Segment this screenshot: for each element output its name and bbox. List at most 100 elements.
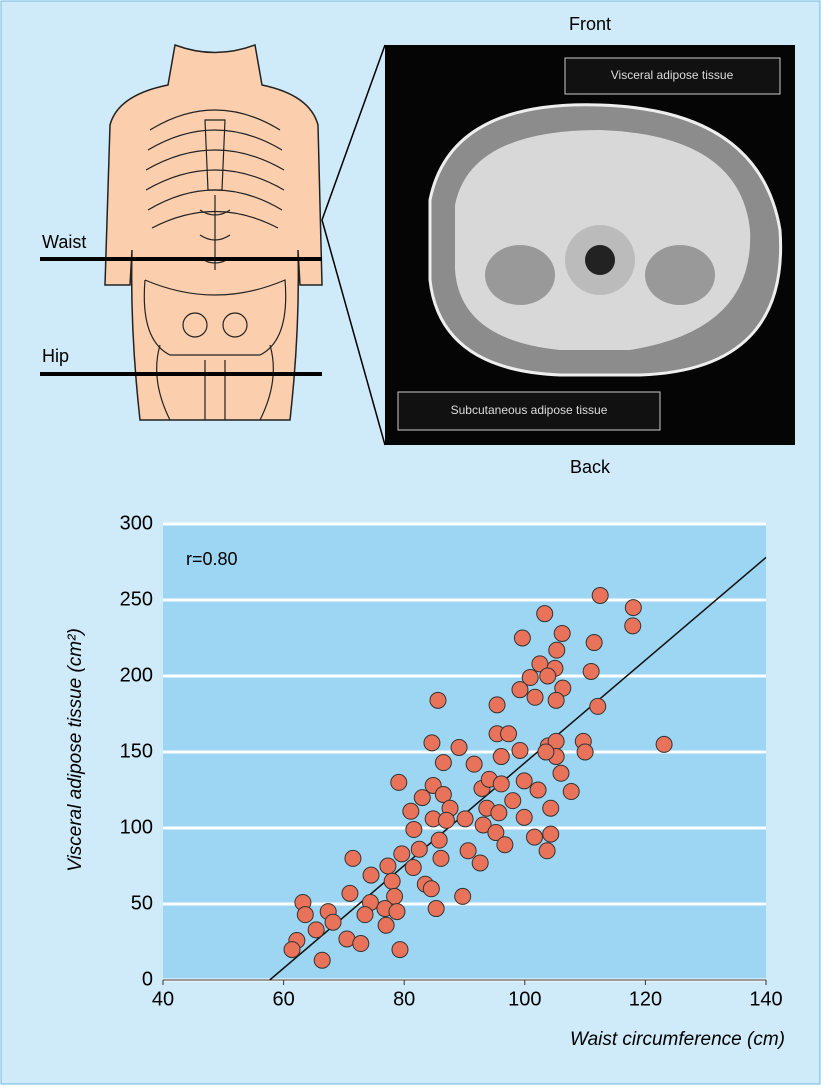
ct-scan bbox=[385, 45, 795, 445]
data-point bbox=[313, 951, 331, 969]
data-point bbox=[356, 906, 374, 924]
data-point bbox=[402, 802, 420, 820]
data-point bbox=[429, 691, 447, 709]
data-point bbox=[542, 825, 560, 843]
data-point bbox=[542, 799, 560, 817]
data-point bbox=[624, 617, 642, 635]
data-point bbox=[341, 884, 359, 902]
data-point bbox=[344, 849, 362, 867]
data-point bbox=[511, 681, 529, 699]
x-axis-label: Waist circumference (cm) bbox=[570, 1029, 785, 1050]
x-tick-label: 100 bbox=[508, 988, 541, 1010]
fit-line bbox=[269, 556, 767, 981]
y-tick-label: 100 bbox=[120, 816, 153, 838]
data-point bbox=[553, 624, 571, 642]
data-point bbox=[390, 773, 408, 791]
data-point bbox=[576, 743, 594, 761]
connector bbox=[321, 219, 386, 446]
data-point bbox=[655, 735, 673, 753]
data-point bbox=[582, 662, 600, 680]
data-point bbox=[496, 836, 514, 854]
body-illustration bbox=[104, 43, 323, 421]
data-point bbox=[513, 629, 531, 647]
y-tick-label: 300 bbox=[120, 512, 153, 534]
data-point bbox=[296, 906, 314, 924]
data-point bbox=[537, 743, 555, 761]
data-point bbox=[488, 696, 506, 714]
data-point bbox=[500, 725, 518, 743]
data-point bbox=[405, 821, 423, 839]
data-point bbox=[492, 748, 510, 766]
data-point bbox=[434, 754, 452, 772]
data-point bbox=[492, 775, 510, 793]
data-point bbox=[526, 688, 544, 706]
back-label: Back bbox=[570, 457, 611, 477]
data-point bbox=[432, 849, 450, 867]
waist-label: Waist bbox=[42, 232, 86, 252]
y-axis-label: Visceral adipose tissue (cm²) bbox=[65, 628, 86, 872]
y-tick-label: 150 bbox=[120, 740, 153, 762]
annotation: r=0.80 bbox=[186, 549, 238, 569]
data-point bbox=[352, 935, 370, 953]
data-point bbox=[459, 842, 477, 860]
data-point bbox=[454, 887, 472, 905]
subcutaneous-label: Subcutaneous adipose tissue bbox=[451, 403, 608, 417]
data-point bbox=[591, 586, 609, 604]
data-point bbox=[391, 941, 409, 959]
hip-label: Hip bbox=[42, 346, 69, 366]
data-point bbox=[487, 824, 505, 842]
data-point bbox=[525, 828, 543, 846]
data-point bbox=[474, 816, 492, 834]
data-point bbox=[538, 842, 556, 860]
scatter-chart: 0 50 100 150 200 250 300 40 60 80 100 120 140 bbox=[120, 512, 783, 1010]
x-tick-label: 40 bbox=[152, 988, 174, 1010]
data-point bbox=[548, 641, 566, 659]
data-point bbox=[383, 872, 401, 890]
data-point bbox=[427, 900, 445, 918]
data-point bbox=[379, 857, 397, 875]
data-point bbox=[562, 783, 580, 801]
data-point bbox=[521, 669, 539, 687]
data-point bbox=[539, 667, 557, 685]
x-tick-label: 140 bbox=[749, 988, 782, 1010]
data-point bbox=[515, 772, 533, 790]
data-point bbox=[434, 786, 452, 804]
data-point bbox=[471, 854, 489, 872]
data-point bbox=[585, 634, 603, 652]
data-point bbox=[422, 880, 440, 898]
data-point bbox=[511, 741, 529, 759]
data-point bbox=[589, 697, 607, 715]
visceral-label: Visceral adipose tissue bbox=[611, 68, 734, 82]
connector bbox=[321, 44, 386, 221]
data-point bbox=[529, 781, 547, 799]
data-point bbox=[465, 755, 483, 773]
data-point bbox=[377, 916, 395, 934]
data-point bbox=[437, 811, 455, 829]
x-tick-label: 60 bbox=[272, 988, 294, 1010]
data-point bbox=[283, 941, 301, 959]
data-point bbox=[504, 792, 522, 810]
x-tick-label: 80 bbox=[393, 988, 415, 1010]
y-tick-label: 200 bbox=[120, 664, 153, 686]
data-point bbox=[430, 831, 448, 849]
data-point bbox=[393, 845, 411, 863]
data-point bbox=[413, 789, 431, 807]
data-point bbox=[536, 605, 554, 623]
data-point bbox=[552, 764, 570, 782]
data-point bbox=[388, 903, 406, 921]
data-point bbox=[410, 840, 428, 858]
data-point bbox=[624, 599, 642, 617]
y-tick-label: 50 bbox=[131, 892, 153, 914]
data-point bbox=[324, 913, 342, 931]
y-tick-label: 0 bbox=[142, 968, 153, 990]
data-point bbox=[450, 738, 468, 756]
y-tick-label: 250 bbox=[120, 588, 153, 610]
front-label: Front bbox=[569, 14, 611, 34]
data-point bbox=[547, 691, 565, 709]
data-point bbox=[515, 808, 533, 826]
data-point bbox=[307, 921, 325, 939]
data-point bbox=[456, 810, 474, 828]
x-tick-label: 120 bbox=[629, 988, 662, 1010]
data-point bbox=[423, 734, 441, 752]
